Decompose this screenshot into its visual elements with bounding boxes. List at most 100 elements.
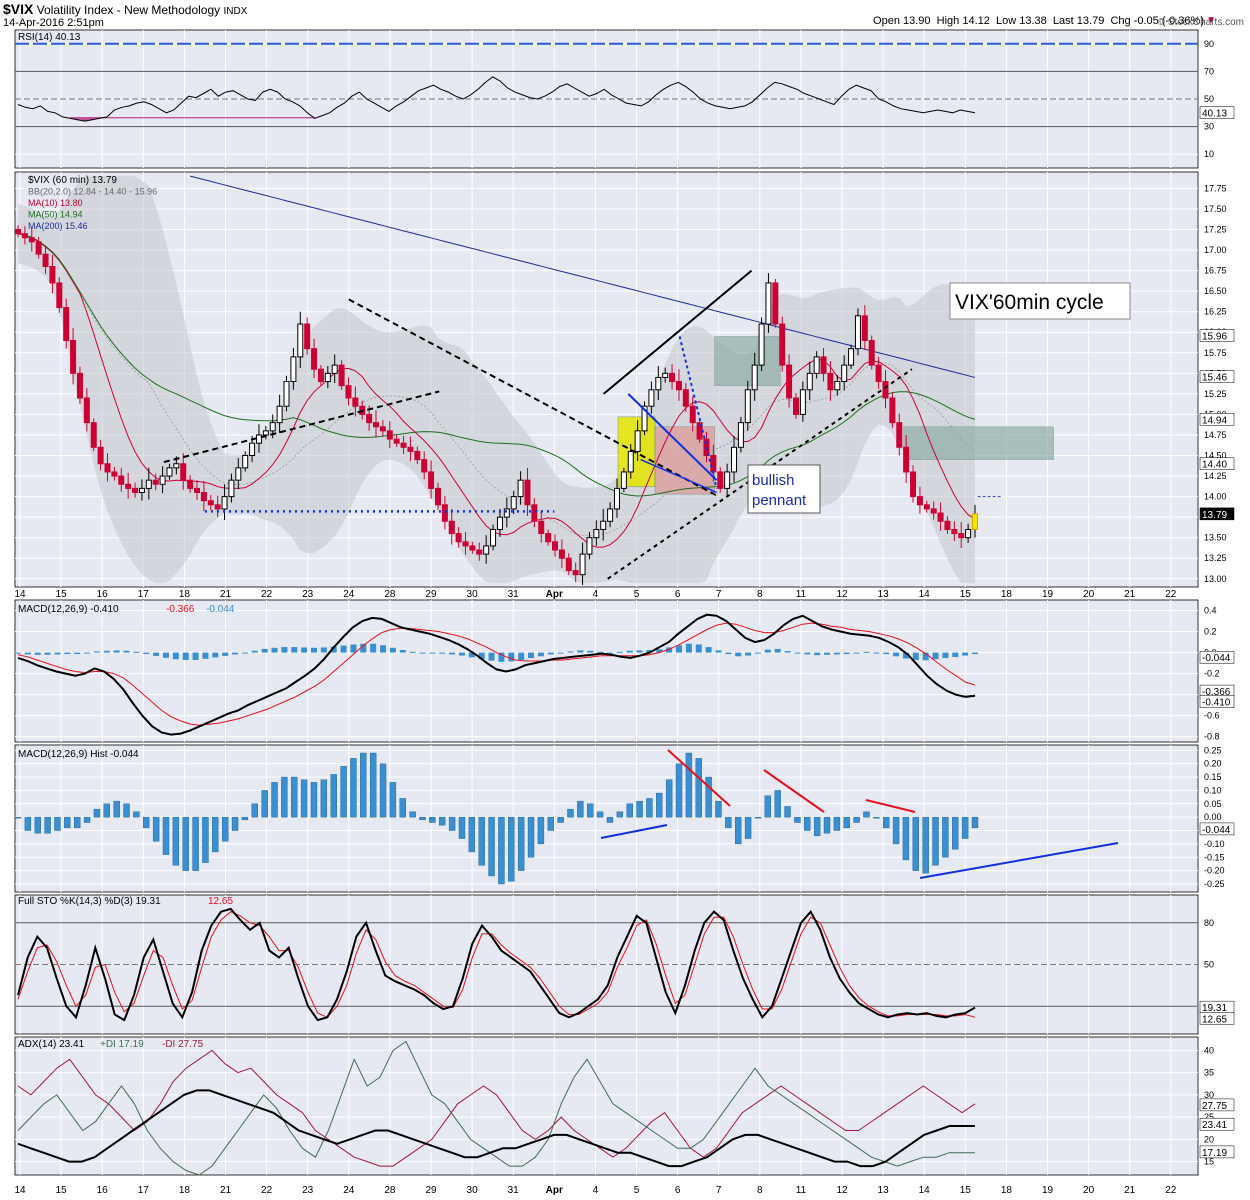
cycle-label: VIX'60min cycle [955,291,1104,314]
x-tick-label: 22 [1165,589,1177,600]
macd-hist-bar [606,652,613,654]
hist-bar [873,816,880,819]
hist-bar [360,752,367,818]
hist-bar [547,816,554,831]
x-tick-label: 20 [1083,589,1095,600]
sto-tick-label: 50 [1204,960,1214,970]
hist-bar [399,798,406,818]
hist-bar [271,782,278,818]
hist-bar [409,811,416,818]
candle-body [779,323,786,366]
candle-body [187,479,194,489]
candle-body [496,516,503,530]
candle-body [765,282,772,325]
hist-bar [221,816,229,842]
hist-tick-label: 0.10 [1204,785,1222,795]
candle-body [462,541,469,547]
hist-bar [685,752,693,818]
candle-body [379,426,386,432]
hist-bar [251,803,258,818]
hist-bar [971,816,979,829]
hist-bar [883,816,890,829]
macd-hist-bar [942,652,949,659]
hist-bar [429,816,436,823]
pink-zone-box [654,426,715,495]
last-label: Last [1052,15,1074,27]
macd-hist-bar [468,652,475,658]
x-tick-label: 21 [1124,1185,1136,1196]
macd-hist-bar [350,644,357,653]
candle-body [90,422,97,448]
adx-panel [14,1036,1199,1176]
candle-body [965,528,972,539]
hist-bar [932,816,939,866]
candle-body [710,455,717,473]
macd-hist-bar [587,650,594,653]
macd-hist-bar [143,652,150,655]
hist-bar [587,803,594,818]
candle-body [944,520,951,530]
candle-body [613,487,620,510]
sto-legend-d: 12.65 [208,896,233,907]
price-tick-label: 13.50 [1204,533,1227,543]
x-tick-label: 5 [634,589,640,600]
hist-bar [14,816,22,819]
macd-hist-bar [912,652,919,660]
hist-bar [577,800,584,818]
x-tick-label: 24 [343,1185,355,1196]
candle-body [125,483,132,489]
hist-bar [478,816,485,866]
rsi-tick-label: 90 [1204,39,1214,49]
hist-divergence-line-1 [667,749,731,807]
candle-body [21,233,28,239]
candle-body [958,533,965,539]
hist-bar [34,816,41,834]
candle-body [772,282,779,325]
x-tick-label: 19 [1042,589,1054,600]
hist-bar [794,816,801,823]
macd-hist-bar [676,645,683,653]
candle-body [317,368,324,383]
macd-hist-bar [616,651,623,653]
candle-body [221,496,228,510]
hist-bar [54,816,61,831]
macd-hist-bar [360,643,367,653]
x-tick-label: 17 [138,589,150,600]
candle-body [352,397,359,407]
hist-bar [863,811,870,818]
macd-tag-bg [1199,650,1235,664]
open-value: 13.90 [903,15,931,27]
candle-body [56,282,63,309]
candle-body [63,307,70,341]
candle-body [524,479,531,506]
candle-body [882,381,889,399]
x-tick-label: 8 [757,1185,763,1196]
symbol: $VIX [3,1,34,17]
macd-hist-bar [330,646,337,653]
candle-body [297,323,304,358]
pennant-blue-line [627,393,718,481]
macd-tick-label: 0.2 [1204,627,1217,637]
adx-tick-label: 15 [1204,0,1214,2]
hist-bar [557,816,564,823]
hist-bar [537,816,545,845]
macd-hist-bar [873,652,880,654]
macd-tick-label: -0.2 [1204,669,1220,679]
hist-bar [291,776,298,818]
hist-bar [892,816,900,845]
x-tick-label: 23 [302,589,314,600]
macd-hist-bar [301,647,308,653]
hist-bar [912,816,920,871]
macd-hist-bar [518,652,525,660]
x-tick-label: 15 [56,589,68,600]
x-tick-label: 21 [220,589,232,600]
x-tick-label: 6 [675,589,681,600]
instrument-name: Volatility Index - New Methodology [36,3,221,17]
macd-hist-bar [833,652,840,655]
hist-bar [419,816,426,821]
pennant-label-line2: pennant [752,492,807,509]
hist-bar [705,776,712,818]
macd-hist-bar [735,652,742,657]
macd-tag: -0.410 [1202,698,1231,709]
adx-tick-label: 35 [1204,0,1214,2]
